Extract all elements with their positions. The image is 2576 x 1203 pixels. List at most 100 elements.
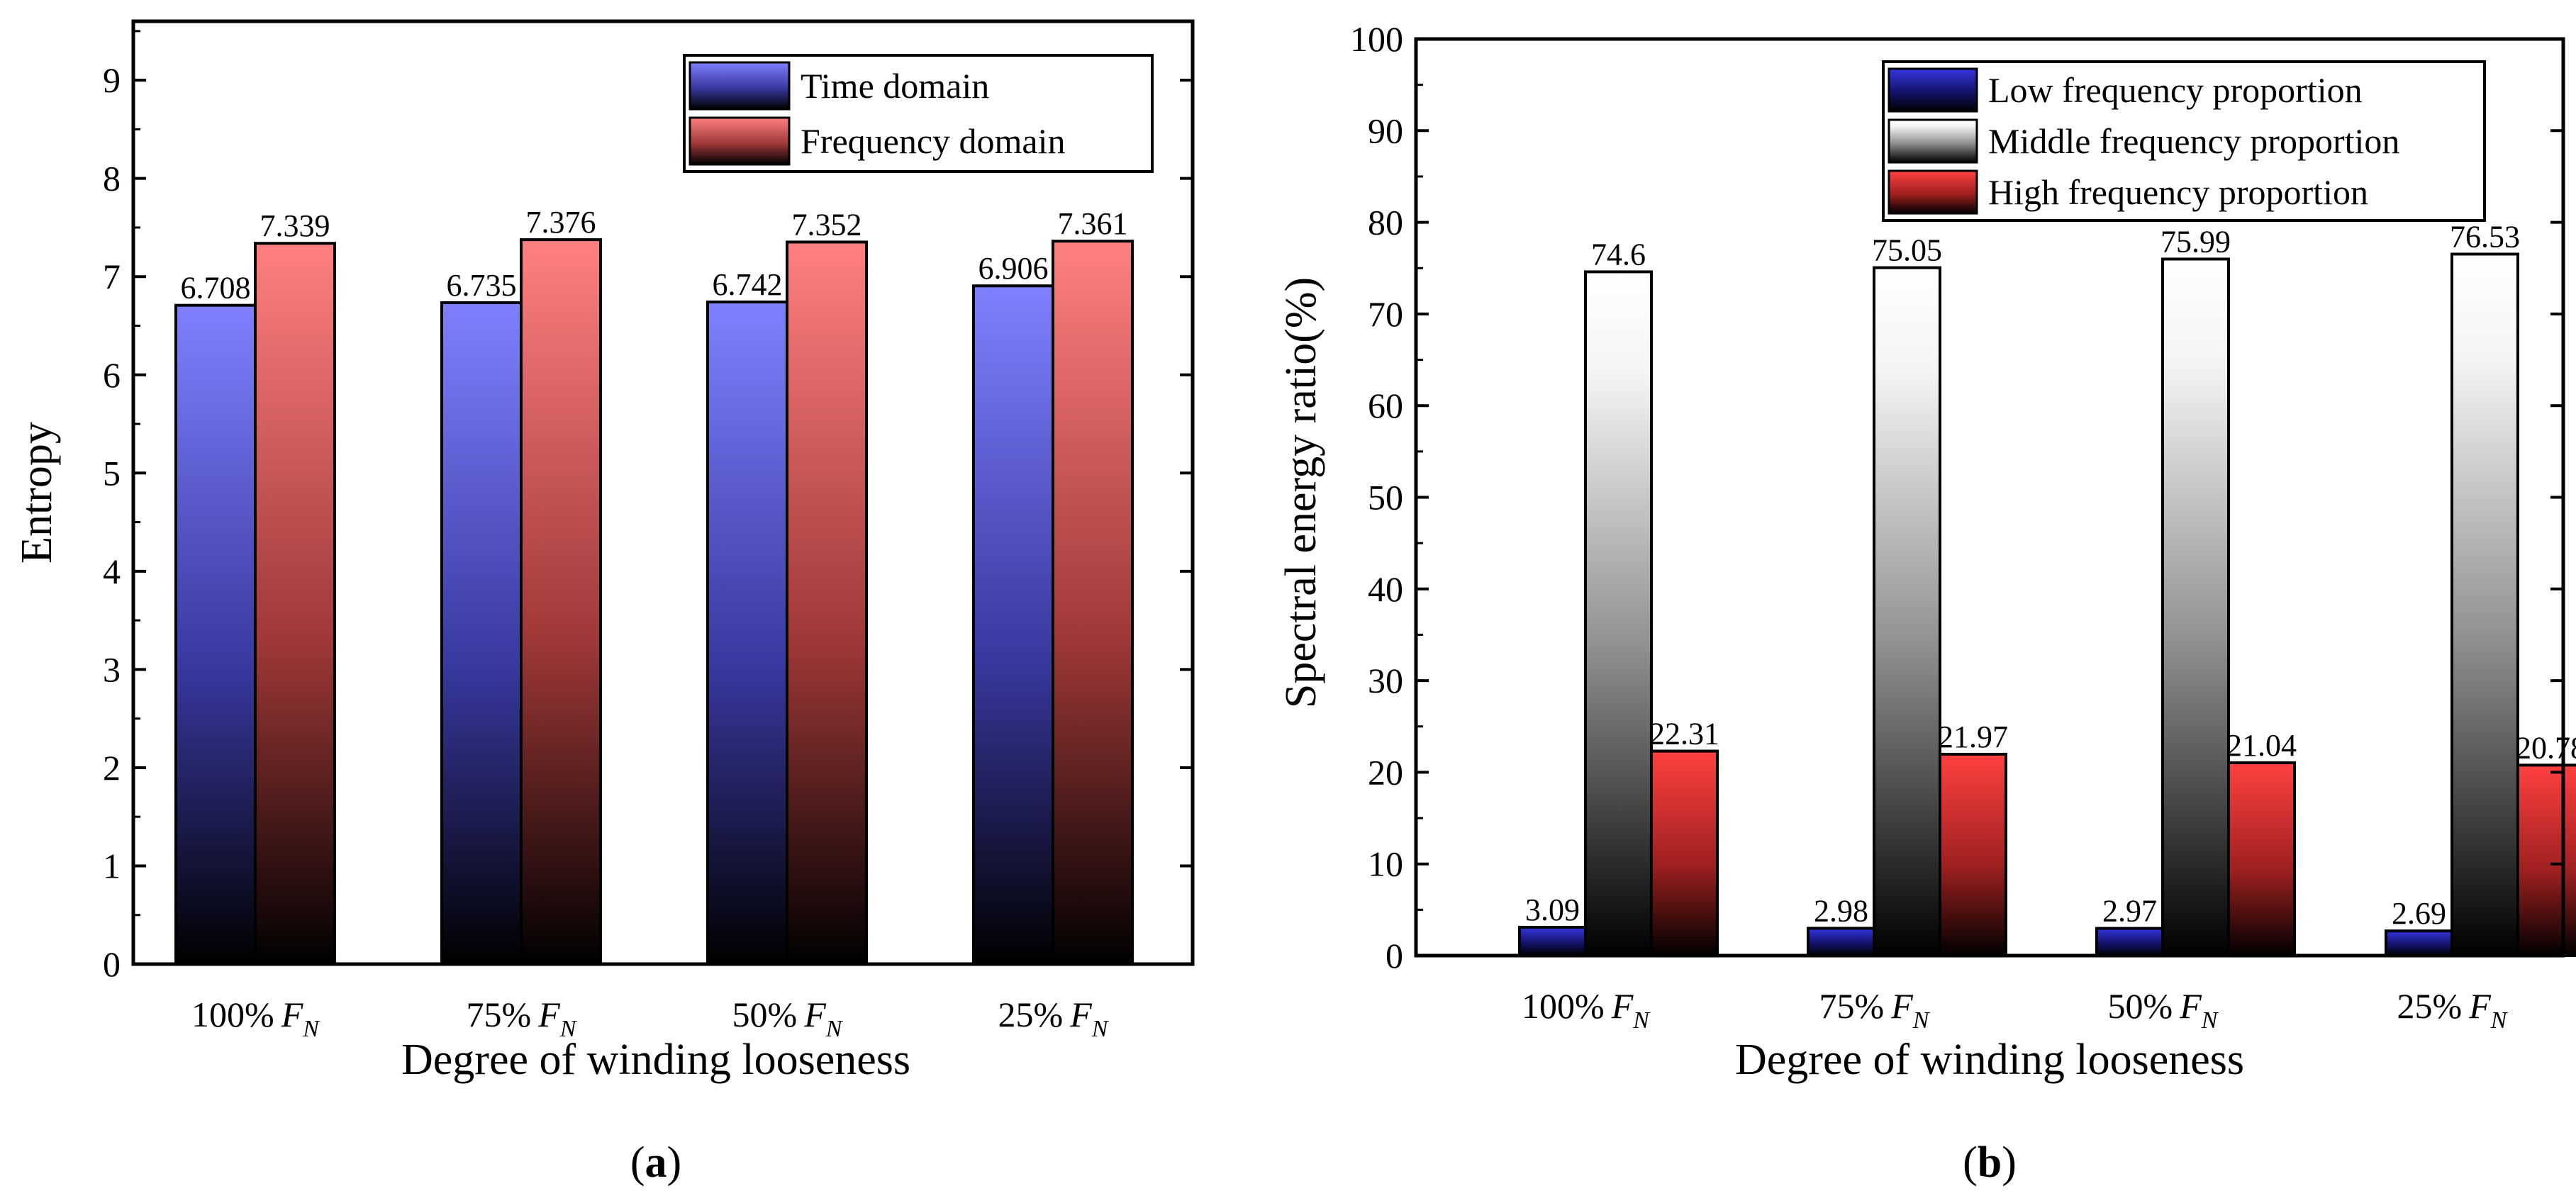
bar xyxy=(2095,927,2164,957)
bar xyxy=(706,300,788,966)
x-tick-symbol: F xyxy=(1890,986,1913,1026)
y-axis-title: Entropy xyxy=(13,422,61,564)
y-tick-label: 0 xyxy=(1385,936,1403,975)
y-tick-label: 2 xyxy=(103,748,121,788)
data-label: 20.78 xyxy=(2516,730,2576,765)
bar xyxy=(786,240,868,966)
data-label: 75.05 xyxy=(1872,233,1942,268)
x-tick-percent: 50% xyxy=(2108,986,2173,1026)
data-label: 6.708 xyxy=(181,271,251,306)
y-tick-label: 4 xyxy=(103,552,121,591)
bar xyxy=(254,242,336,966)
legend-label: High frequency proportion xyxy=(1988,172,2368,212)
chart-panel-b: 3.09 2.98 2.97 2.69 74.6 75.05 75.99 76.53 22.31… xyxy=(1277,19,2576,1187)
bar xyxy=(2450,252,2519,957)
y-tick-label: 1 xyxy=(103,846,121,885)
data-label: 2.97 xyxy=(2102,894,2157,929)
y-tick-label: 50 xyxy=(1368,478,1403,517)
data-label: 7.361 xyxy=(1058,206,1128,241)
bar-group xyxy=(174,238,1134,966)
y-tick-label: 3 xyxy=(103,649,121,689)
bar xyxy=(520,238,602,966)
x-tick-symbol: F xyxy=(281,995,303,1034)
data-label: 6.735 xyxy=(447,268,517,303)
x-tick-label: 100% FN xyxy=(191,995,320,1042)
bar xyxy=(1873,266,1941,957)
y-axis: 0 10 20 30 40 50 60 70 80 90 100 xyxy=(1350,19,2563,975)
bar xyxy=(2161,257,2230,958)
y-tick-label: 9 xyxy=(103,60,121,100)
x-tick-symbol: F xyxy=(2468,986,2491,1026)
bar xyxy=(1584,270,1653,957)
bar xyxy=(440,301,523,966)
x-tick-percent: 75% xyxy=(1819,986,1885,1026)
legend-box xyxy=(1882,60,2486,222)
data-label: 2.98 xyxy=(1814,893,1868,928)
legend-label: Time domain xyxy=(801,66,989,106)
data-label: 7.376 xyxy=(526,205,596,240)
x-tick-label: 50% FN xyxy=(2108,986,2219,1034)
y-tick-label: 100 xyxy=(1350,19,1403,59)
bar-group xyxy=(1518,252,2576,958)
y-tick-label: 7 xyxy=(103,257,121,296)
bar xyxy=(174,303,257,966)
bar xyxy=(2516,763,2576,957)
bar xyxy=(1518,926,1587,957)
y-tick-label: 5 xyxy=(103,453,121,493)
plot-frame xyxy=(131,19,1195,966)
y-tick-label: 90 xyxy=(1368,111,1403,150)
legend-swatch xyxy=(1888,118,1978,164)
data-label: 2.69 xyxy=(2392,896,2446,931)
x-tick-label: 25% FN xyxy=(998,995,1110,1042)
data-label: 75.99 xyxy=(2160,224,2231,259)
legend-swatch xyxy=(1888,67,1978,113)
x-tick-subscript: N xyxy=(825,1016,844,1042)
y-tick-label: 70 xyxy=(1368,294,1403,334)
y-tick-label: 40 xyxy=(1368,569,1403,609)
data-label: 76.53 xyxy=(2450,219,2520,254)
x-tick-symbol: F xyxy=(1611,986,1634,1026)
legend-label: Middle frequency proportion xyxy=(1988,121,2399,161)
legend-label: Low frequency proportion xyxy=(1988,70,2363,110)
y-tick-label: 6 xyxy=(103,355,121,395)
data-label: 21.04 xyxy=(2226,728,2297,763)
y-tick-label: 60 xyxy=(1368,386,1403,425)
panel-letter: a xyxy=(645,1138,667,1187)
x-tick-subscript: N xyxy=(302,1016,320,1042)
legend-swatch xyxy=(688,61,791,111)
x-tick-percent: 100% xyxy=(191,995,274,1034)
x-tick-subscript: N xyxy=(2490,1007,2509,1034)
data-label: 22.31 xyxy=(1649,717,1719,751)
x-tick-percent: 75% xyxy=(467,995,532,1034)
x-tick-subscript: N xyxy=(1912,1007,1931,1034)
x-axis: 100% FN 75% FN 50% FN 25% FN xyxy=(191,951,1110,1042)
data-label: 6.742 xyxy=(713,267,783,302)
y-tick-label: 10 xyxy=(1368,844,1403,884)
x-tick-label: 50% FN xyxy=(732,995,844,1042)
x-axis-title: Degree of winding looseness xyxy=(401,1036,910,1084)
x-tick-symbol: F xyxy=(2179,986,2202,1026)
legend: Low frequency proportion Middle frequency… xyxy=(1882,60,2486,222)
x-tick-subscript: N xyxy=(559,1016,578,1042)
x-tick-subscript: N xyxy=(2201,1007,2219,1034)
legend: Time domain Frequency domain xyxy=(683,54,1154,173)
x-tick-label: 100% FN xyxy=(1522,986,1651,1034)
bar xyxy=(2227,761,2296,957)
x-tick-percent: 25% xyxy=(998,995,1064,1034)
y-tick-label: 20 xyxy=(1368,752,1403,792)
panel-letter: b xyxy=(1978,1138,2002,1187)
y-tick-label: 80 xyxy=(1368,203,1403,242)
data-label: 21.97 xyxy=(1938,720,2008,754)
bar xyxy=(1807,927,1875,958)
panel-label: (a) xyxy=(630,1138,681,1187)
bar xyxy=(1939,752,2007,957)
legend-label: Frequency domain xyxy=(801,121,1066,161)
x-tick-label: 25% FN xyxy=(2397,986,2509,1034)
x-axis: 100% FN 75% FN 50% FN 25% FN xyxy=(1522,943,2509,1034)
y-axis-title: Spectral energy ratio(%) xyxy=(1277,277,1325,708)
bar xyxy=(972,284,1054,966)
bar xyxy=(1650,749,1719,958)
data-label-group: 6.708 6.735 6.742 6.906 7.339 7.376 7.352 7.361 xyxy=(181,205,1128,306)
data-label: 7.352 xyxy=(792,207,862,242)
